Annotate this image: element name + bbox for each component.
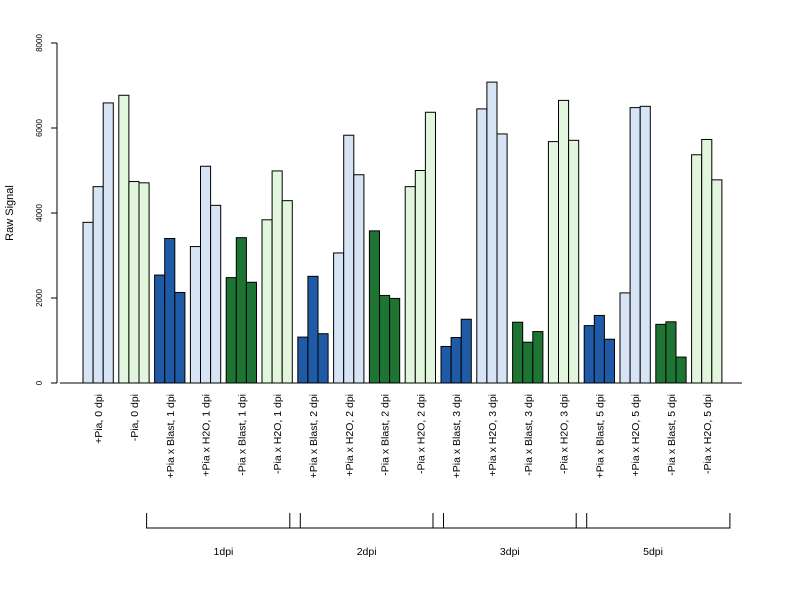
- bar-10-1: [404, 186, 416, 384]
- y-tick-label-3: 6000: [35, 119, 44, 137]
- bar-2-2: [128, 181, 140, 384]
- category-label-5: -Pia x Blast, 1 dpi: [236, 394, 248, 476]
- category-label-16: +Pia x H2O, 5 dpi: [630, 394, 642, 477]
- bar-5-3: [245, 281, 257, 384]
- y-axis-title: Raw Signal: [4, 185, 16, 241]
- category-label-13: -Pia x Blast, 3 dpi: [523, 394, 535, 476]
- bar-18-1: [691, 154, 703, 384]
- category-label-9: -Pia x Blast, 2 dpi: [380, 394, 392, 476]
- bar-17-1: [655, 323, 667, 384]
- category-label-12: +Pia x H2O, 3 dpi: [487, 394, 499, 477]
- category-label-15: +Pia x Blast, 5 dpi: [594, 394, 606, 478]
- y-tick-label-1: 2000: [35, 289, 44, 307]
- bar-6-1: [261, 219, 273, 384]
- bar-16-1: [619, 292, 631, 384]
- category-label-1: +Pia, 0 dpi: [93, 394, 105, 444]
- bar-15-1: [583, 325, 595, 384]
- bar-5-1: [225, 277, 237, 384]
- category-label-10: -Pia x H2O, 2 dpi: [415, 394, 427, 474]
- bar-14-3: [568, 139, 580, 384]
- group-brackets: 1dpi 2dpi 3dpi 5dpi: [146, 513, 731, 558]
- group-bracket-2: [289, 513, 444, 529]
- bar-11-1: [440, 345, 452, 384]
- bar-3-2: [164, 238, 176, 384]
- bar-17-2: [665, 321, 677, 384]
- x-axis: +Pia, 0 dpi -Pia, 0 dpi +Pia x Blast, 1 dp…: [60, 382, 742, 478]
- bar-6-3: [281, 200, 293, 384]
- category-label-7: +Pia x Blast, 2 dpi: [308, 394, 320, 478]
- bar-9-1: [368, 230, 380, 384]
- bar-8-2: [343, 134, 355, 384]
- bar-4-3: [210, 204, 222, 384]
- bar-15-2: [593, 314, 605, 384]
- bar-12-2: [486, 81, 498, 384]
- category-label-6: -Pia x H2O, 1 dpi: [272, 394, 284, 474]
- group-label-4: 5dpi: [643, 546, 663, 558]
- bar-18-3: [711, 179, 723, 384]
- bar-4-1: [189, 246, 201, 384]
- bar-14-2: [558, 99, 570, 384]
- bar-9-3: [389, 297, 401, 384]
- bar-17-3: [675, 356, 687, 384]
- bar-15-3: [603, 338, 616, 384]
- category-label-3: +Pia x Blast, 1 dpi: [165, 394, 177, 478]
- bar-2-1: [118, 94, 130, 384]
- bar-10-3: [424, 111, 436, 384]
- y-tick-label-2: 4000: [35, 204, 44, 222]
- group-label-2: 2dpi: [357, 546, 377, 558]
- bar-16-3: [639, 105, 651, 384]
- bar-13-3: [532, 331, 544, 384]
- bar-13-2: [522, 341, 534, 384]
- bar-6-2: [271, 170, 283, 384]
- bar-1-1: [82, 221, 94, 384]
- bar-10-2: [414, 170, 426, 384]
- bar-11-3: [460, 318, 472, 384]
- bar-2-3: [138, 182, 150, 384]
- bar-5-2: [235, 237, 247, 384]
- category-label-14: -Pia x H2O, 3 dpi: [559, 394, 571, 474]
- category-label-18: -Pia x H2O, 5 dpi: [702, 394, 714, 474]
- category-label-2: -Pia, 0 dpi: [129, 394, 141, 441]
- bar-14-1: [547, 141, 560, 384]
- y-tick-label-0: 0: [35, 380, 44, 385]
- group-label-1: 1dpi: [214, 546, 234, 558]
- bar-3-3: [174, 291, 186, 384]
- group-bracket-4: [575, 513, 731, 529]
- bar-16-2: [629, 107, 641, 384]
- bar-1-2: [92, 186, 104, 384]
- bar-12-3: [496, 133, 508, 384]
- bar-13-1: [512, 321, 524, 384]
- bar-4-2: [200, 165, 212, 384]
- bar-1-3: [102, 102, 114, 384]
- bar-7-2: [307, 275, 319, 384]
- category-label-4: +Pia x H2O, 1 dpi: [201, 394, 213, 477]
- category-label-11: +Pia x Blast, 3 dpi: [451, 394, 463, 478]
- y-tick-label-4: 8000: [35, 34, 44, 52]
- bar-18-2: [701, 138, 713, 384]
- bar-8-3: [353, 174, 365, 384]
- bar-12-1: [476, 108, 488, 384]
- bar-11-2: [450, 337, 462, 384]
- group-bracket-3: [432, 513, 588, 529]
- bar-7-1: [297, 336, 309, 384]
- y-axis: 0 2000 4000 6000 8000: [35, 34, 58, 385]
- bar-7-3: [317, 333, 329, 384]
- bars-layer: [82, 81, 723, 384]
- bar-3-1: [154, 274, 166, 384]
- group-label-3: 3dpi: [500, 546, 520, 558]
- category-label-17: -Pia x Blast, 5 dpi: [666, 394, 678, 476]
- bar-9-2: [379, 294, 391, 384]
- group-bracket-1: [146, 513, 301, 529]
- bar-8-1: [333, 252, 345, 384]
- category-label-8: +Pia x H2O, 2 dpi: [344, 394, 356, 477]
